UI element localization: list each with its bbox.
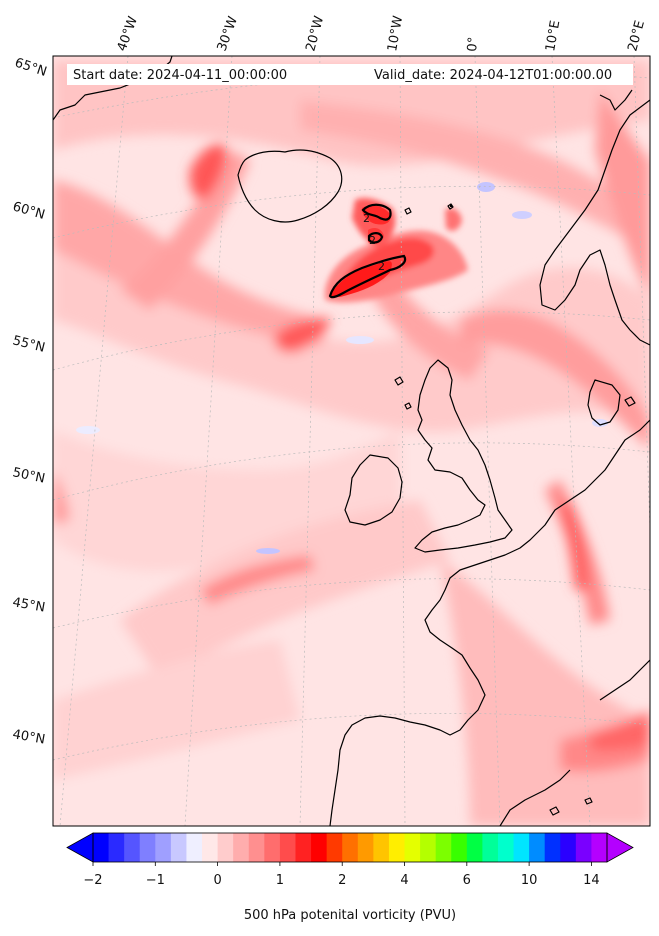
colorbar-cell — [233, 833, 250, 862]
colorbar-cell — [420, 833, 437, 862]
header-box — [67, 64, 633, 85]
pv-contour-labels: 2 2 2 — [363, 212, 385, 273]
colorbar-cell — [342, 833, 359, 862]
colorbar-cell — [435, 833, 452, 862]
lon-label: 0° — [465, 36, 481, 52]
colorbar-tick-label: 10 — [521, 873, 538, 888]
lon-label: 20°E — [625, 19, 648, 53]
lon-label: 10°E — [543, 19, 563, 52]
colorbar-cell — [186, 833, 203, 862]
colorbar-tick-label: 0 — [213, 873, 221, 888]
colorbar-cell — [155, 833, 172, 862]
map-frame — [52, 55, 651, 827]
colorbar-cell — [466, 833, 483, 862]
lat-label: 50°N — [11, 465, 46, 486]
colorbar: −2 −1 0 1 2 4 6 10 14 500 hPa potenital vorticit… — [66, 832, 634, 923]
colorbar-cell — [108, 833, 125, 862]
lat-label: 60°N — [11, 199, 47, 222]
valid-date-label: Valid_date: 2024-04-12T01:00:00.00 — [374, 68, 612, 83]
colorbar-frame — [92, 832, 608, 863]
map-panel: 2 2 2 — [53, 56, 650, 826]
lon-label: 30°W — [215, 14, 241, 53]
colorbar-cell — [544, 833, 561, 862]
colorbar-cell — [93, 833, 110, 862]
contour-label: 2 — [369, 234, 376, 247]
contour-label: 2 — [363, 212, 370, 225]
lat-label: 55°N — [11, 333, 46, 355]
colorbar-cell — [591, 833, 608, 862]
colorbar-cell — [357, 833, 374, 862]
colorbar-cell — [404, 833, 421, 862]
colorbar-tick-label: 2 — [338, 873, 346, 888]
coast-marker-star — [450, 205, 452, 207]
colorbar-cell — [170, 833, 187, 862]
colorbar-cell — [124, 833, 141, 862]
lat-label: 65°N — [13, 56, 49, 80]
colorbar-cell — [482, 833, 499, 862]
colorbar-cell — [451, 833, 468, 862]
colorbar-tick-label: −2 — [83, 873, 102, 888]
lon-label: 40°W — [115, 14, 141, 53]
colorbar-cell — [295, 833, 312, 862]
pv-2-contours — [328, 203, 407, 299]
colorbar-cells — [93, 833, 608, 862]
colorbar-cell — [217, 833, 234, 862]
colorbar-max-extend — [606, 832, 634, 863]
colorbar-cell — [388, 833, 406, 862]
colorbar-cell — [513, 833, 530, 862]
colorbar-cell — [264, 833, 281, 862]
colorbar-cell — [529, 833, 546, 862]
colorbar-tick-label: −1 — [146, 873, 165, 888]
start-date-label: Start date: 2024-04-11_00:00:00 — [73, 68, 287, 83]
lon-label: 20°W — [303, 14, 327, 53]
colorbar-cell — [279, 833, 296, 862]
latitude-labels: 65°N 60°N 55°N 50°N 45°N 40°N — [11, 56, 49, 748]
colorbar-cell — [202, 833, 219, 862]
colorbar-label: 500 hPa potenital vorticity (PVU) — [244, 908, 456, 923]
lat-label: 40°N — [11, 727, 46, 747]
pv-filled-contours — [53, 60, 650, 826]
colorbar-tick-label: 1 — [276, 873, 284, 888]
colorbar-tick-label: 14 — [583, 873, 600, 888]
colorbar-ticks: −2 −1 0 1 2 4 6 10 14 — [83, 862, 600, 888]
colorbar-cell — [139, 833, 156, 862]
colorbar-cell — [311, 833, 328, 862]
lat-label: 45°N — [11, 595, 46, 615]
colorbar-cell — [560, 833, 577, 862]
colorbar-cell — [326, 833, 343, 862]
colorbar-min-extend — [66, 832, 94, 863]
colorbar-cell — [497, 833, 515, 862]
colorbar-cell — [575, 833, 592, 862]
colorbar-cell — [248, 833, 265, 862]
colorbar-tick-label: 6 — [463, 873, 471, 888]
colorbar-cell — [373, 833, 390, 862]
coastlines — [53, 56, 650, 826]
lon-label: 10°W — [385, 15, 406, 53]
longitude-labels: 40°W 30°W 20°W 10°W 0° 10°E 20°E — [115, 14, 648, 53]
contour-label: 2 — [378, 260, 385, 273]
colorbar-tick-label: 4 — [400, 873, 408, 888]
